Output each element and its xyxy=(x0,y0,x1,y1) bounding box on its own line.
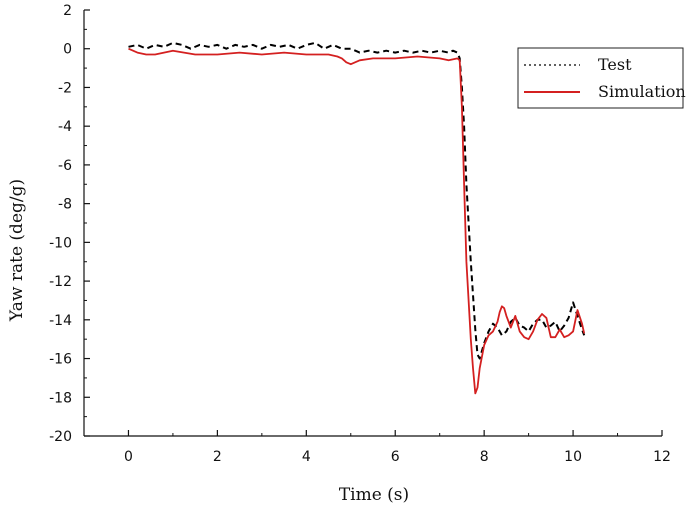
series-line-test xyxy=(128,41,586,360)
x-tick-label: 8 xyxy=(480,449,489,465)
y-tick-label: -4 xyxy=(58,119,72,135)
x-tick-label: 0 xyxy=(124,449,133,465)
y-tick-label: -18 xyxy=(49,390,72,406)
series-layer xyxy=(128,41,586,395)
legend: Test Simulation xyxy=(517,47,686,109)
y-tick-label: 0 xyxy=(63,42,72,58)
legend-box xyxy=(517,47,684,109)
y-tick-label: -16 xyxy=(49,352,72,368)
legend-label-simulation: Simulation xyxy=(598,82,686,101)
y-tick-label: -6 xyxy=(58,158,72,174)
x-axis-ticks: 0 2 4 6 8 10 12 xyxy=(83,430,671,465)
x-tick-label: 12 xyxy=(653,449,671,465)
y-tick-label: -12 xyxy=(49,274,72,290)
series-line-simulation xyxy=(128,47,586,395)
x-tick-label: 4 xyxy=(302,449,311,465)
y-tick-label: -8 xyxy=(58,197,72,213)
y-tick-label: -10 xyxy=(49,235,72,251)
x-tick-label: 2 xyxy=(213,449,222,465)
y-tick-label: -20 xyxy=(49,429,72,445)
legend-label-test: Test xyxy=(598,55,632,74)
x-tick-label: 10 xyxy=(564,449,582,465)
y-tick-label: -2 xyxy=(58,80,72,96)
y-axis-ticks: 2 0 -2 -4 -6 -8 -10 -12 -14 -16 -18 -20 xyxy=(49,3,90,445)
x-axis-label: Time (s) xyxy=(339,485,409,505)
y-tick-label: 2 xyxy=(63,3,72,19)
y-tick-label: -14 xyxy=(49,313,72,329)
x-tick-label: 6 xyxy=(391,449,400,465)
y-axis-label: Yaw rate (deg/g) xyxy=(7,179,27,322)
